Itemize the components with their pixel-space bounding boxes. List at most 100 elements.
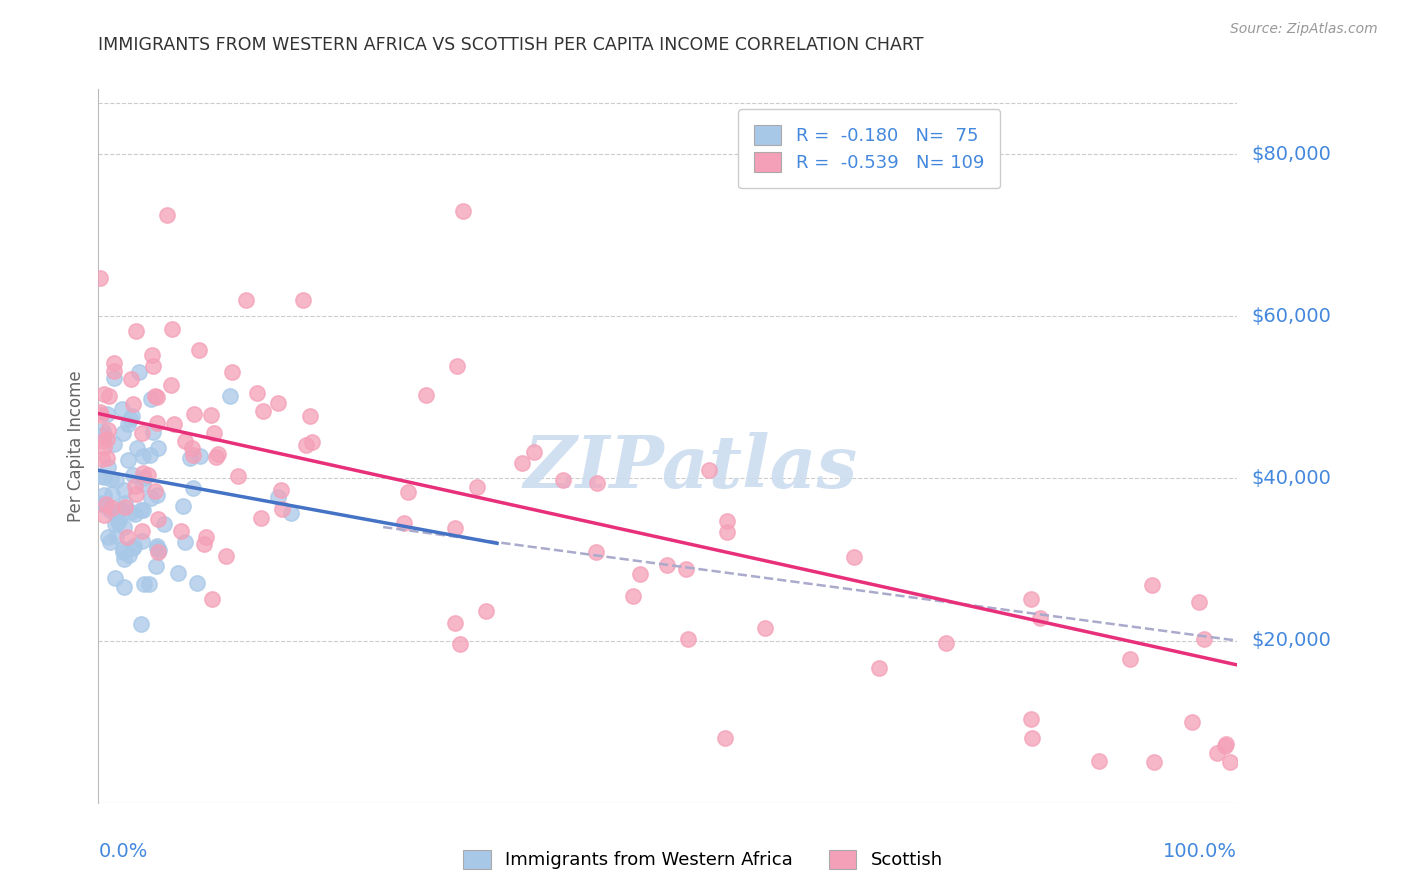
Point — [112, 551, 135, 566]
Point — [134, 576, 156, 591]
Legend: R =  -0.180   N=  75, R =  -0.539   N= 109: R = -0.180 N= 75, R = -0.539 N= 109 — [738, 109, 1001, 188]
Point — [115, 530, 138, 544]
Point — [551, 473, 574, 487]
Point — [138, 467, 160, 482]
Point — [146, 539, 169, 553]
Point — [91, 424, 114, 438]
Point — [96, 432, 118, 446]
Point — [267, 396, 290, 410]
Point — [1140, 577, 1163, 591]
Point — [103, 356, 125, 370]
Point — [112, 580, 135, 594]
Text: IMMIGRANTS FROM WESTERN AFRICA VS SCOTTISH PER CAPITA INCOME CORRELATION CHART: IMMIGRANTS FROM WESTERN AFRICA VS SCOTTI… — [98, 36, 924, 54]
Point — [96, 451, 118, 466]
Point — [183, 407, 205, 421]
Point — [1118, 652, 1140, 666]
Text: 0.0%: 0.0% — [98, 842, 148, 861]
Point — [201, 592, 224, 607]
Point — [90, 408, 112, 422]
Point — [396, 484, 419, 499]
Point — [194, 530, 217, 544]
Point — [112, 483, 135, 497]
Point — [120, 412, 142, 426]
Point — [108, 513, 131, 527]
Point — [205, 450, 228, 464]
Point — [173, 434, 195, 448]
Point — [628, 567, 651, 582]
Point — [104, 517, 127, 532]
Point — [179, 451, 201, 466]
Point — [697, 463, 720, 477]
Point — [132, 467, 155, 481]
Point — [221, 365, 243, 379]
Point — [252, 404, 274, 418]
Point — [510, 456, 533, 470]
Point — [120, 505, 142, 519]
Point — [267, 490, 290, 504]
Point — [139, 491, 162, 505]
Point — [112, 426, 135, 441]
Point — [117, 417, 139, 431]
Point — [132, 471, 155, 485]
Point — [146, 441, 169, 455]
Point — [138, 577, 160, 591]
Point — [103, 437, 125, 451]
Point — [112, 520, 135, 534]
Point — [145, 559, 167, 574]
Point — [124, 508, 146, 522]
Point — [1143, 756, 1166, 770]
Legend: Immigrants from Western Africa, Scottish: Immigrants from Western Africa, Scottish — [454, 841, 952, 879]
Point — [93, 440, 115, 454]
Point — [93, 488, 115, 502]
Point — [97, 460, 120, 475]
Point — [226, 468, 249, 483]
Point — [218, 389, 240, 403]
Point — [97, 389, 120, 403]
Point — [91, 496, 114, 510]
Point — [146, 545, 169, 559]
Point — [299, 409, 322, 423]
Point — [181, 481, 204, 495]
Point — [215, 549, 238, 564]
Point — [131, 617, 153, 632]
Point — [180, 442, 202, 456]
Point — [132, 449, 155, 463]
Point — [202, 426, 225, 441]
Point — [200, 408, 222, 422]
Point — [122, 467, 145, 482]
Text: 100.0%: 100.0% — [1163, 842, 1237, 861]
Point — [98, 503, 121, 517]
Point — [523, 445, 546, 459]
Point — [89, 468, 111, 483]
Point — [295, 438, 318, 452]
Point — [107, 515, 129, 529]
Point — [105, 474, 128, 488]
Point — [585, 544, 607, 558]
Point — [183, 448, 205, 462]
Point — [586, 475, 609, 490]
Point — [110, 502, 132, 516]
Point — [1021, 731, 1043, 745]
Point — [392, 516, 415, 531]
Y-axis label: Per Capita Income: Per Capita Income — [66, 370, 84, 522]
Text: $40,000: $40,000 — [1251, 469, 1331, 488]
Point — [97, 530, 120, 544]
Point — [93, 508, 115, 523]
Point — [114, 496, 136, 510]
Point — [163, 417, 186, 431]
Point — [162, 322, 184, 336]
Point — [101, 501, 124, 516]
Point — [104, 571, 127, 585]
Point — [96, 408, 118, 422]
Point — [127, 441, 149, 455]
Point — [676, 632, 699, 646]
Point — [117, 453, 139, 467]
Point — [716, 524, 738, 539]
Point — [94, 497, 117, 511]
Point — [1215, 738, 1237, 752]
Point — [1192, 632, 1215, 646]
Point — [1019, 712, 1042, 726]
Point — [104, 529, 127, 543]
Text: $80,000: $80,000 — [1251, 145, 1331, 163]
Point — [675, 562, 697, 576]
